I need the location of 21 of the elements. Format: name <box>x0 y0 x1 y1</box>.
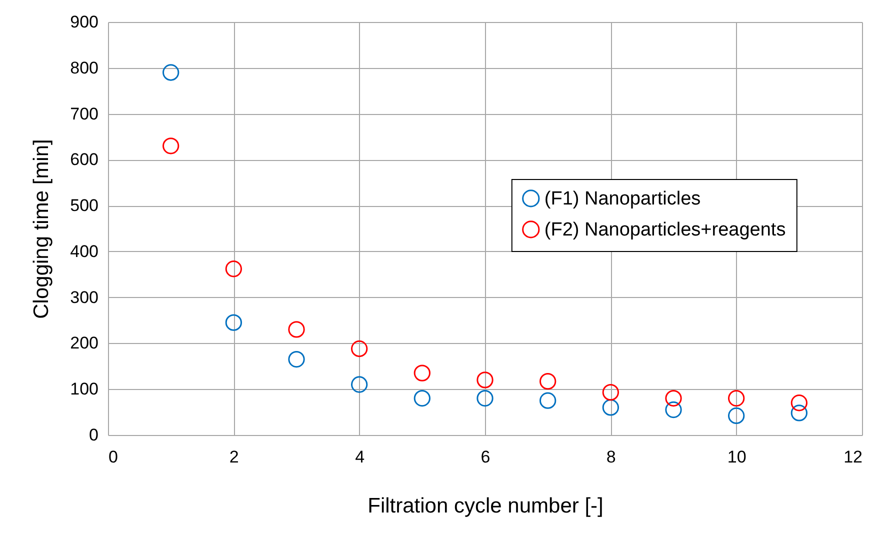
y-tick-label: 900 <box>70 12 98 32</box>
x-tick-label: 12 <box>844 448 862 466</box>
x-tick-label: 4 <box>355 448 365 466</box>
x-tick-label: 10 <box>727 448 746 466</box>
y-tick-label: 400 <box>70 242 98 261</box>
y-tick-label: 300 <box>70 288 98 307</box>
y-tick-label: 500 <box>70 196 98 216</box>
y-tick-label: 700 <box>70 104 98 124</box>
x-tick-label: 0 <box>108 448 118 466</box>
legend-label: (F2) Nanoparticles+reagents <box>544 219 786 240</box>
y-tick-label: 600 <box>70 150 98 170</box>
x-axis-title: Filtration cycle number [-] <box>368 494 604 518</box>
legend-label: (F1) Nanoparticles <box>544 188 701 210</box>
y-tick-label: 100 <box>70 380 98 399</box>
x-tick-label: 6 <box>480 448 490 466</box>
x-tick-label: 2 <box>229 448 239 466</box>
y-tick-label: 200 <box>70 334 98 353</box>
x-tick-label: 8 <box>606 448 616 466</box>
y-tick-label: 800 <box>70 58 98 78</box>
y-axis-title: Clogging time [min] <box>30 139 54 319</box>
y-tick-label: 0 <box>89 426 98 444</box>
